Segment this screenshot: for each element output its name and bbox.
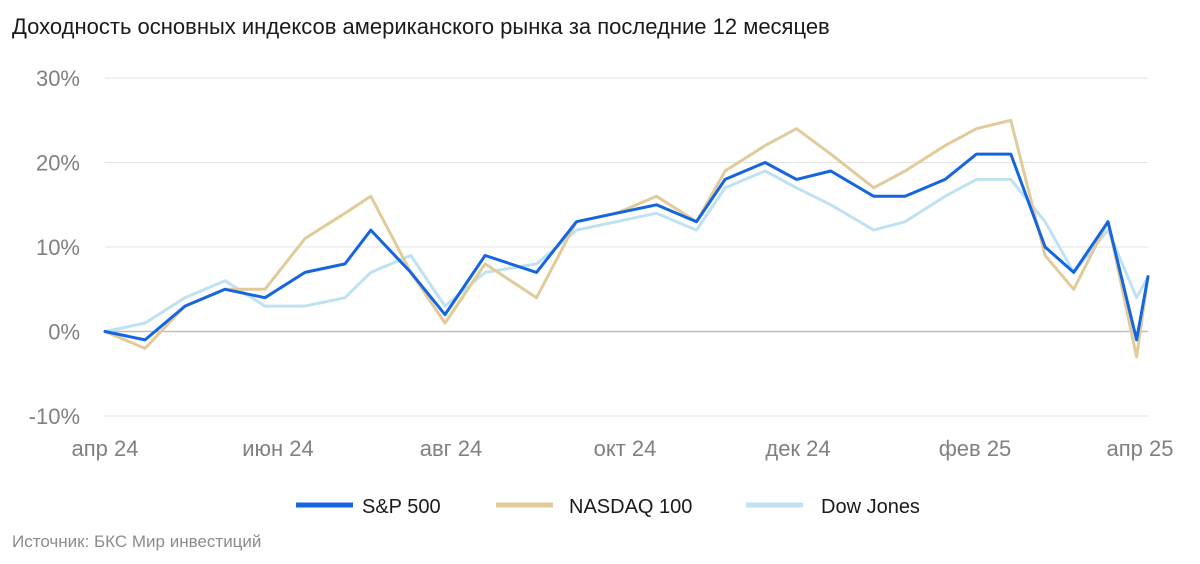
legend-label: NASDAQ 100 (569, 496, 692, 518)
x-tick-label: июн 24 (242, 436, 314, 461)
gridlines (105, 77, 1148, 417)
x-tick-label: апр 24 (72, 436, 139, 461)
source-note: Источник: БКС Мир инвестиций (12, 532, 262, 551)
line-chart: 30% 20% 10% 0% -10% апр 24 июн 24 авг 24 окт 24… (29, 66, 1174, 518)
y-tick-label: 20% (36, 151, 80, 176)
y-tick-label: 0% (48, 320, 80, 345)
y-axis-tick-labels: 30% 20% 10% 0% -10% (29, 66, 80, 429)
y-tick-label: -10% (29, 404, 80, 429)
series-line-dow-jones (103, 169, 1150, 333)
x-tick-label: дек 24 (765, 436, 830, 461)
series-line-nasdaq-100 (103, 118, 1150, 359)
chart-title: Доходность основных индексов американско… (12, 14, 830, 39)
y-tick-label: 30% (36, 66, 80, 91)
x-tick-label: апр 25 (1107, 436, 1174, 461)
x-tick-label: авг 24 (420, 436, 483, 461)
legend-label: S&P 500 (362, 496, 441, 518)
series-line-s-p-500 (103, 152, 1150, 342)
legend: S&P 500 NASDAQ 100 Dow Jones (296, 496, 920, 518)
x-axis-tick-labels: апр 24 июн 24 авг 24 окт 24 дек 24 фев 25 апр … (72, 436, 1174, 461)
legend-label: Dow Jones (821, 496, 920, 518)
x-tick-label: окт 24 (594, 436, 657, 461)
series-lines (103, 118, 1150, 359)
x-tick-label: фев 25 (939, 436, 1012, 461)
y-tick-label: 10% (36, 235, 80, 260)
